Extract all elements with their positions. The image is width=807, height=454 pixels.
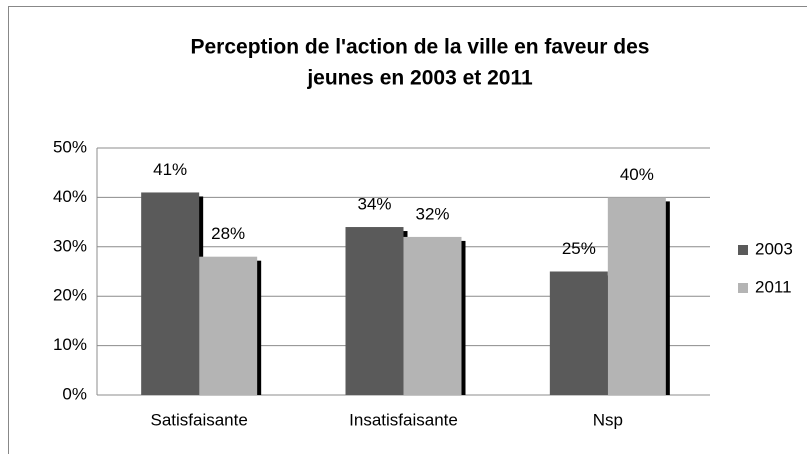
legend-swatch bbox=[738, 245, 748, 255]
y-tick-label: 50% bbox=[53, 137, 87, 156]
y-tick-label: 20% bbox=[53, 286, 87, 305]
data-label: 28% bbox=[211, 224, 245, 243]
bar bbox=[345, 227, 404, 395]
x-tick-label: Satisfaisante bbox=[150, 410, 247, 429]
bar bbox=[549, 271, 608, 395]
y-tick-label: 30% bbox=[53, 236, 87, 255]
data-label: 40% bbox=[620, 165, 654, 184]
data-label: 25% bbox=[562, 239, 596, 258]
chart-title: Perception de l'action de la ville en fa… bbox=[191, 36, 650, 59]
y-tick-label: 10% bbox=[53, 335, 87, 354]
bar bbox=[607, 197, 666, 395]
data-label: 34% bbox=[357, 195, 391, 214]
data-label: 41% bbox=[153, 160, 187, 179]
data-label: 32% bbox=[415, 204, 449, 223]
bar bbox=[199, 256, 258, 395]
bar bbox=[403, 236, 462, 395]
chart-border bbox=[8, 6, 807, 454]
y-tick-label: 0% bbox=[62, 384, 87, 403]
chart-title: jeunes en 2003 et 2011 bbox=[306, 67, 533, 90]
x-tick-label: Nsp bbox=[593, 410, 623, 429]
legend-label: 2003 bbox=[755, 239, 793, 258]
x-tick-label: Insatisfaisante bbox=[349, 410, 458, 429]
bar bbox=[141, 192, 200, 395]
legend-label: 2011 bbox=[755, 277, 792, 296]
legend-swatch bbox=[738, 283, 748, 293]
y-tick-label: 40% bbox=[53, 187, 87, 206]
